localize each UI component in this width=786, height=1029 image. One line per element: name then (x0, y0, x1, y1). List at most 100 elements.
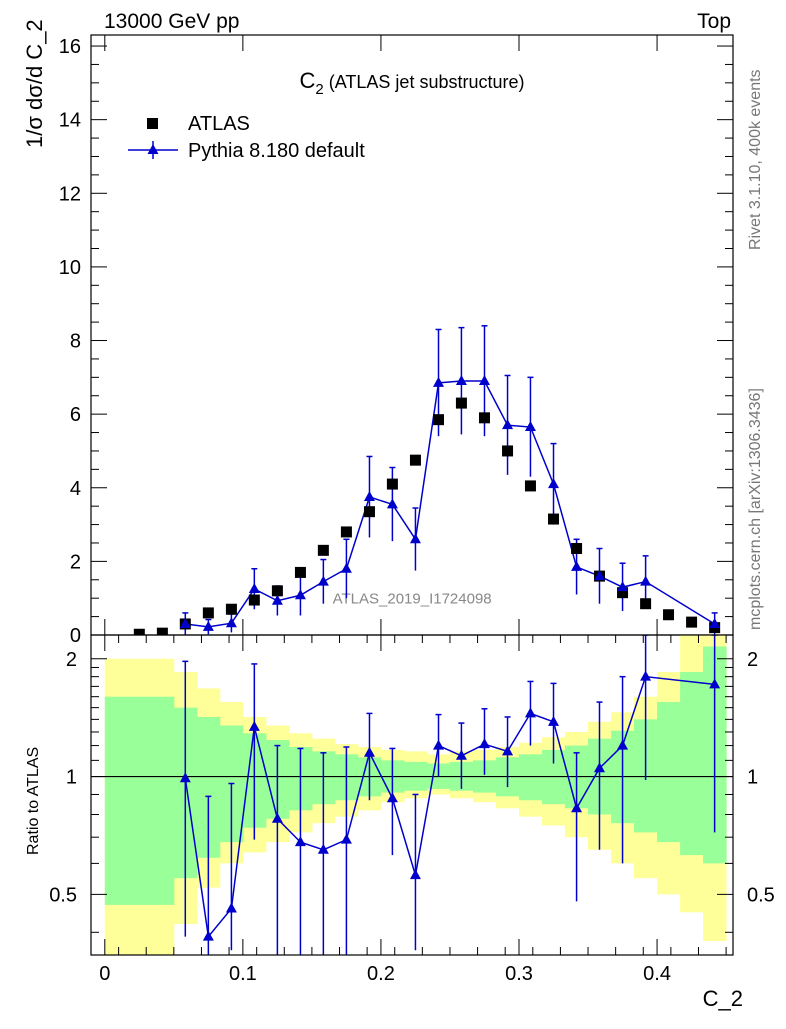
chart-title: C2 (ATLAS jet substructure) (300, 68, 525, 98)
pythia-point (709, 617, 721, 628)
main-ytick-label: 0 (70, 625, 81, 647)
title-main: C (300, 68, 316, 93)
pythia-point (271, 594, 283, 605)
pythia-point (433, 376, 445, 387)
pythia-point (617, 581, 629, 592)
main-ytick-label: 8 (70, 331, 81, 353)
pythia-point (524, 421, 536, 432)
atlas-point (502, 445, 514, 457)
main-ytick-label: 14 (59, 110, 81, 132)
atlas-point (271, 585, 283, 597)
pythia-point (179, 617, 191, 628)
pythia-point (363, 490, 375, 501)
atlas-point (248, 594, 260, 606)
pythia-point (640, 575, 652, 586)
svg-text:1/σ dσ/d C_2: 1/σ dσ/d C_2 (22, 19, 47, 148)
ratio-point (548, 715, 560, 726)
green-band-bin (519, 754, 543, 801)
ratio-point (317, 843, 329, 854)
xtick-label: 0 (99, 963, 110, 985)
pythia-point (409, 533, 421, 544)
pythia-point (455, 375, 467, 386)
main-ytick-label: 12 (59, 183, 81, 205)
xtick-label: 0.4 (643, 963, 671, 985)
ratio-ytick-label: 0.5 (49, 884, 77, 906)
main-ytick-label: 6 (70, 404, 81, 426)
atlas-point (225, 603, 237, 615)
atlas-point (202, 607, 214, 619)
atlas-point (363, 506, 375, 518)
atlas-point (156, 627, 168, 635)
main-ylabel: 1/σ dσ/d C_2 (22, 19, 47, 148)
atlas-point (686, 616, 698, 628)
ratio-ytick-label: 2 (66, 649, 77, 671)
atlas-point (133, 628, 145, 635)
ylabel-text: 1/σ dσ/d C_2 (22, 19, 47, 148)
ratio-point (340, 833, 352, 844)
ratio-point (524, 707, 536, 718)
ratio-point (179, 772, 191, 783)
legend-atlas-marker (147, 118, 158, 129)
main-ytick-label: 2 (70, 551, 81, 573)
ratio-ytick-label-right: 1 (747, 767, 758, 789)
ratio-point (248, 720, 260, 731)
pythia-line (185, 380, 716, 628)
ratio-ytick-label-right: 2 (747, 649, 758, 671)
ratio-content (91, 635, 733, 955)
atlas-point (663, 609, 675, 621)
ratio-ytick-label: 1 (66, 767, 77, 789)
analysis-id: ATLAS_2019_I1724098 (333, 591, 492, 608)
ratio-point (455, 749, 467, 760)
ratio-frame (90, 634, 734, 956)
title-sub: 2 (315, 81, 323, 98)
pythia-point (502, 419, 514, 430)
legend: ATLAS Pythia 8.180 default (128, 113, 365, 162)
xtick-label: 0.1 (229, 963, 257, 985)
pythia-point (248, 582, 260, 593)
main-ytick-label: 10 (59, 257, 81, 279)
ratio-point (294, 836, 306, 847)
pythia-point (548, 478, 560, 489)
ratio-point (271, 812, 283, 823)
xlabel: C_2 (703, 986, 743, 1011)
green-band-bin (127, 696, 152, 905)
ratio-point (202, 930, 214, 941)
atlas-point (340, 526, 352, 538)
mcplots-label: mcplots.cern.ch [arXiv:1306.3436] (747, 388, 764, 630)
atlas-point (524, 480, 536, 492)
main-ytick-label: 4 (70, 478, 81, 500)
main-ytick-label: 16 (59, 36, 81, 58)
atlas-point (548, 513, 560, 525)
ratio-point (478, 738, 490, 749)
pythia-point (593, 570, 605, 581)
title-rest: (ATLAS jet substructure) (324, 72, 525, 92)
legend-atlas-label: ATLAS (188, 113, 250, 135)
header-right: Top (697, 10, 731, 33)
ratio-ylabel: Ratio to ATLAS (25, 747, 42, 855)
atlas-point (478, 412, 490, 424)
green-band-bin (680, 672, 704, 856)
ratio-ytick-label-right: 0.5 (747, 884, 775, 906)
atlas-point (455, 397, 467, 409)
green-band-bin (657, 702, 681, 843)
ratio-point (571, 802, 583, 813)
ratio-point (363, 746, 375, 757)
ratio-point (640, 670, 652, 681)
atlas-point (317, 544, 329, 556)
atlas-point (294, 566, 306, 578)
xtick-label: 0.2 (367, 963, 395, 985)
atlas-point (409, 454, 421, 466)
legend-pythia-label: Pythia 8.180 default (188, 140, 365, 162)
green-band-bin (196, 716, 221, 858)
legend-pythia-marker (147, 144, 159, 154)
pythia-point (571, 560, 583, 571)
pythia-point (294, 589, 306, 600)
ratio-point (502, 745, 514, 756)
pythia-point (225, 617, 237, 628)
ratio-point (433, 739, 445, 750)
ratio-point (225, 902, 237, 913)
xtick-label: 0.3 (505, 963, 533, 985)
rivet-label: Rivet 3.1.10, 400k events (747, 69, 764, 250)
